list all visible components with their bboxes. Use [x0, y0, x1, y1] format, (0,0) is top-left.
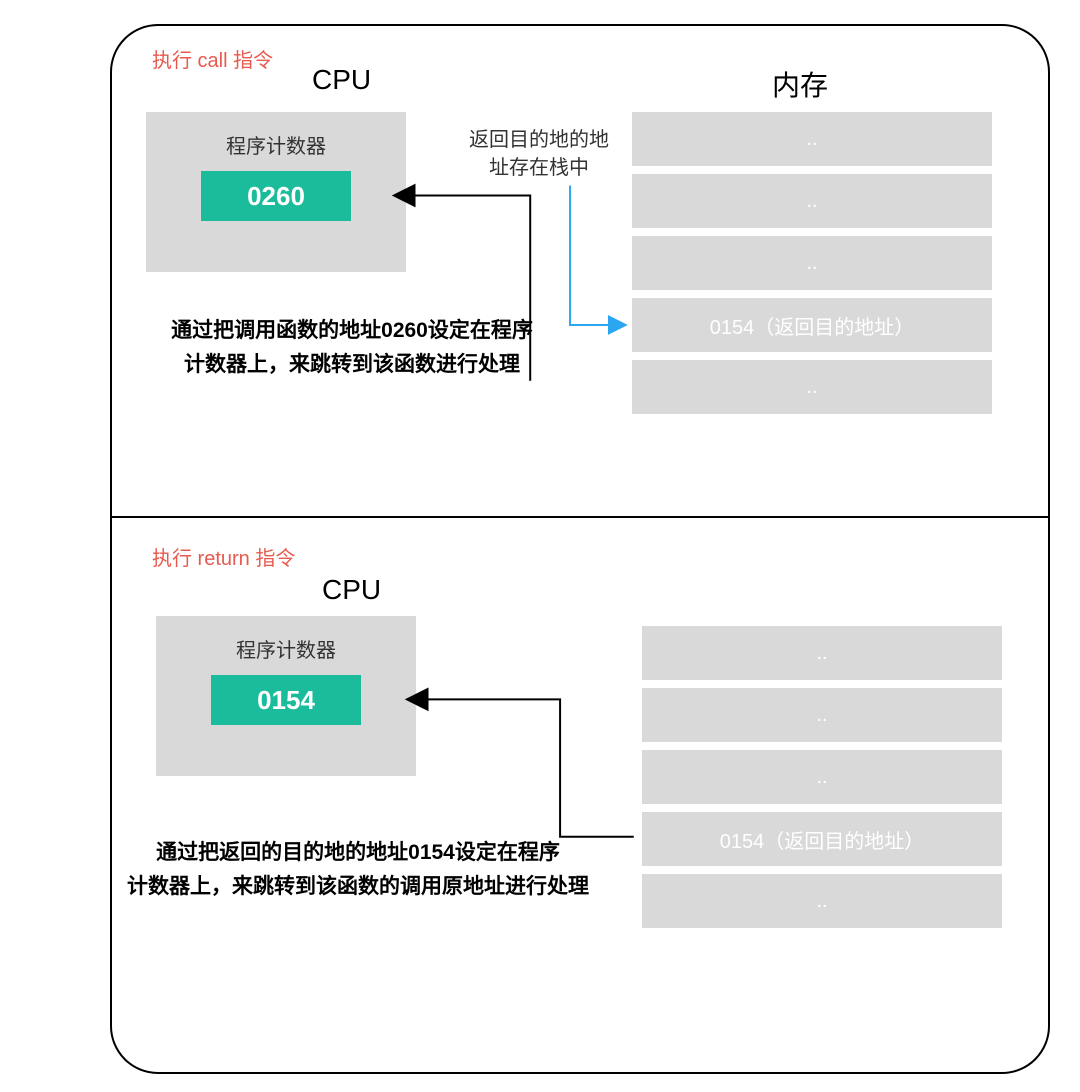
memory-cell: .. [632, 112, 992, 166]
bottom-memory-stack: .. .. .. 0154（返回目的地址） .. [642, 626, 1002, 928]
memory-cell: 0154（返回目的地址） [642, 812, 1002, 866]
memory-cell: 0154（返回目的地址） [632, 298, 992, 352]
memory-cell: .. [632, 174, 992, 228]
top-memory-title: 内存 [772, 64, 828, 104]
top-section-label: 执行 call 指令 [152, 44, 273, 73]
top-cpu-title: CPU [312, 64, 371, 96]
bottom-black-arrow-icon [409, 699, 634, 836]
top-cpu-box: 程序计数器 0260 [146, 112, 406, 272]
memory-cell: .. [632, 236, 992, 290]
bottom-cpu-title: CPU [322, 574, 381, 606]
memory-cell: .. [642, 688, 1002, 742]
memory-cell: .. [642, 874, 1002, 928]
top-description: 通过把调用函数的地址0260设定在程序计数器上，来跳转到该函数进行处理 [132, 314, 572, 381]
bottom-pc-value: 0154 [211, 675, 361, 725]
diagram-frame: 执行 call 指令 CPU 内存 程序计数器 0260 返回目的地的地址存在栈… [110, 24, 1050, 1074]
memory-cell: .. [642, 750, 1002, 804]
bottom-description: 通过把返回的目的地的地址0154设定在程序计数器上，来跳转到该函数的调用原地址进… [88, 836, 628, 903]
bottom-section-label: 执行 return 指令 [152, 542, 295, 571]
bottom-cpu-box: 程序计数器 0154 [156, 616, 416, 776]
top-pc-label: 程序计数器 [226, 130, 326, 159]
section-divider [112, 516, 1048, 518]
top-memory-stack: .. .. .. 0154（返回目的地址） .. [632, 112, 992, 414]
memory-cell: .. [642, 626, 1002, 680]
memory-cell: .. [632, 360, 992, 414]
top-pc-value: 0260 [201, 171, 351, 221]
bottom-pc-label: 程序计数器 [236, 634, 336, 663]
top-blue-arrow-icon [570, 186, 624, 325]
top-stack-annotation: 返回目的地的地址存在栈中 [444, 126, 634, 182]
